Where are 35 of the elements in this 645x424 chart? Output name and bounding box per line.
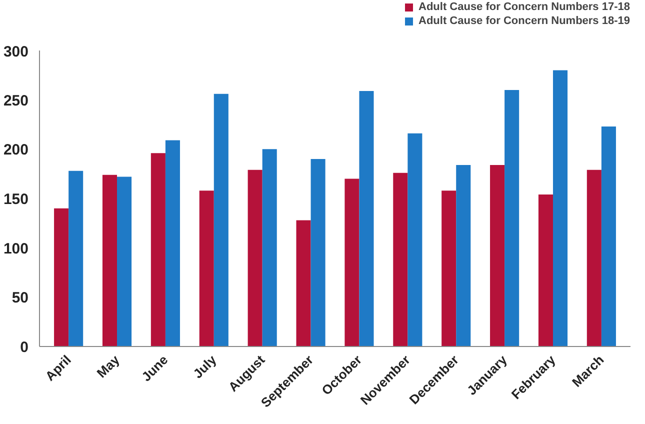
bar	[310, 159, 326, 346]
y-tick-label: 50	[12, 290, 29, 307]
bar	[102, 174, 118, 346]
y-tick-label: 150	[3, 191, 29, 208]
bar	[165, 140, 180, 346]
legend-label: Adult Cause for Concern Numbers 18-19	[418, 14, 630, 28]
bar	[408, 133, 422, 346]
y-tick-label: 0	[20, 339, 28, 356]
y-tick-label: 100	[3, 240, 29, 258]
bar	[490, 164, 505, 346]
bar	[456, 164, 471, 346]
y-tick-label: 250	[3, 92, 29, 110]
bar	[359, 90, 374, 346]
bar	[538, 194, 553, 346]
bar	[199, 190, 214, 346]
bar	[296, 220, 311, 346]
bar	[552, 70, 568, 346]
bar	[344, 178, 360, 346]
legend-label: Adult Cause for Concern Numbers 17-18	[418, 0, 630, 14]
bar	[150, 153, 166, 346]
y-tick-label: 300	[3, 44, 29, 60]
bar	[393, 172, 408, 346]
bar	[586, 170, 602, 346]
bar	[117, 176, 132, 346]
bar	[601, 126, 616, 346]
bar	[68, 170, 84, 346]
bar	[214, 94, 228, 346]
bar	[54, 208, 69, 346]
y-tick-label: 200	[3, 142, 29, 159]
bar	[504, 90, 520, 346]
bar	[262, 149, 277, 346]
bar	[248, 170, 262, 346]
bar	[442, 190, 456, 346]
x-tick-label: July	[190, 352, 220, 382]
x-tick-label: May	[94, 352, 123, 381]
